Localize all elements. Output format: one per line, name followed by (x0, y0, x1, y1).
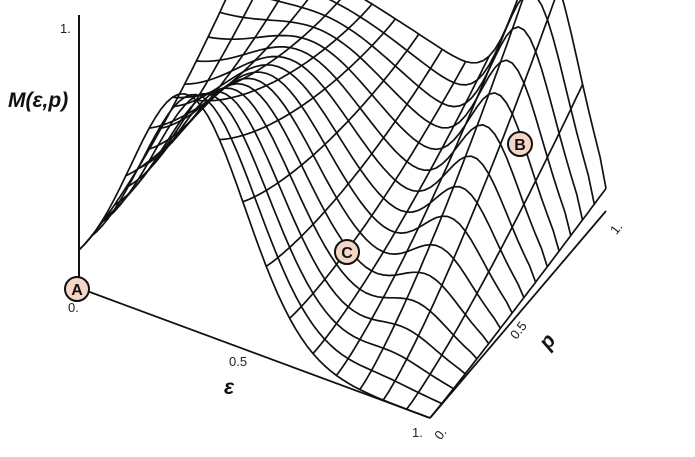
mesh-line-constant-epsilon (359, 0, 524, 390)
z-tick-top: 1. (60, 21, 71, 36)
mesh-line-constant-epsilon (335, 12, 514, 376)
mesh-line-constant-epsilon (195, 3, 373, 102)
marker-a-circle (64, 276, 90, 302)
mesh-line-constant-epsilon (265, 48, 443, 267)
mesh-line-constant-epsilon (149, 0, 309, 129)
surface-mesh (78, 0, 607, 419)
marker-a-label: A (71, 282, 83, 299)
mesh-line-constant-epsilon (78, 0, 227, 251)
mesh-line-constant-epsilon (289, 61, 467, 319)
mesh-line-constant-epsilon (172, 0, 342, 99)
mesh-line-constant-p (172, 63, 525, 298)
mesh-line-constant-p (184, 55, 537, 283)
mesh-line-constant-p (270, 0, 584, 221)
p-axis-line (429, 210, 607, 419)
mesh-line-constant-p (196, 46, 549, 267)
mesh-line-constant-epsilon (312, 55, 490, 355)
marker-c-circle (334, 239, 360, 265)
mesh-line-constant-p (219, 11, 572, 236)
mesh-line-constant-p (90, 93, 443, 405)
mesh-line-constant-p (113, 90, 466, 375)
epsilon-tick-mid: 0.5 (229, 354, 247, 369)
epsilon-axis-line (78, 287, 431, 419)
marker-c-label: C (341, 245, 353, 262)
mesh-line-constant-p (78, 92, 431, 419)
mesh-line-constant-p (207, 34, 560, 252)
mesh-line-constant-p (328, 0, 596, 205)
p-tick-start: 0. (431, 425, 449, 443)
mesh-line-constant-p (125, 87, 478, 360)
mesh-line-constant-epsilon (101, 0, 254, 222)
mesh-line-constant-epsilon (405, 84, 584, 410)
marker-b: B (507, 131, 533, 157)
p-axis-title: p (534, 329, 561, 354)
mesh-line-constant-p (363, 0, 607, 189)
epsilon-axis-title: ε (224, 376, 235, 399)
marker-c: C (334, 239, 360, 265)
marker-b-label: B (514, 137, 526, 154)
mesh-line-constant-p (101, 92, 454, 390)
z-tick-origin: 0. (68, 300, 79, 315)
mesh-line-constant-p (149, 77, 502, 329)
epsilon-tick-end: 1. (412, 425, 423, 440)
z-axis-title: M(ε,p) (8, 89, 68, 112)
mesh-line-constant-epsilon (125, 0, 281, 177)
mesh-line-constant-epsilon (242, 33, 420, 203)
p-tick-mid: 0.5 (507, 319, 530, 342)
marker-b-circle (507, 131, 533, 157)
mesh-line-constant-epsilon (382, 0, 556, 401)
p-tick-end: 1. (607, 219, 625, 237)
marker-a: A (64, 276, 90, 302)
mesh-line-constant-epsilon (219, 18, 397, 141)
mesh-line-constant-epsilon (429, 187, 607, 419)
